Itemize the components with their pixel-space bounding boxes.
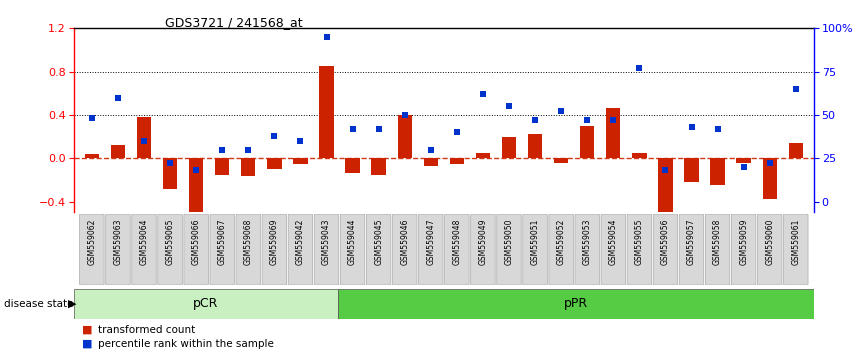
Bar (346, 158, 359, 173)
Bar (475, 153, 490, 158)
FancyBboxPatch shape (106, 214, 130, 285)
Text: GSM559063: GSM559063 (113, 218, 122, 265)
FancyBboxPatch shape (184, 214, 209, 285)
Bar (710, 158, 725, 185)
FancyBboxPatch shape (340, 214, 365, 285)
Bar (163, 158, 178, 189)
Text: GSM559067: GSM559067 (217, 218, 227, 265)
FancyBboxPatch shape (132, 214, 156, 285)
FancyBboxPatch shape (679, 214, 704, 285)
FancyBboxPatch shape (314, 214, 339, 285)
Bar (397, 115, 412, 158)
Bar (111, 145, 125, 158)
FancyBboxPatch shape (705, 214, 730, 285)
Text: GDS3721 / 241568_at: GDS3721 / 241568_at (165, 16, 302, 29)
Text: GSM559050: GSM559050 (505, 218, 514, 265)
Text: GSM559069: GSM559069 (270, 218, 279, 265)
Text: GSM559044: GSM559044 (348, 218, 357, 265)
Text: disease state: disease state (4, 299, 74, 309)
Bar (320, 66, 333, 158)
Bar (423, 158, 438, 166)
FancyBboxPatch shape (732, 214, 756, 285)
Text: ■: ■ (82, 325, 93, 335)
FancyBboxPatch shape (80, 214, 104, 285)
Text: percentile rank within the sample: percentile rank within the sample (98, 339, 274, 349)
Text: GSM559056: GSM559056 (661, 218, 670, 265)
Text: GSM559052: GSM559052 (557, 218, 565, 265)
FancyBboxPatch shape (262, 214, 287, 285)
Bar (736, 158, 751, 162)
Bar (606, 108, 620, 158)
Text: ▶: ▶ (68, 299, 76, 309)
FancyBboxPatch shape (523, 214, 547, 285)
FancyBboxPatch shape (210, 214, 235, 285)
Bar (189, 158, 204, 212)
Text: GSM559061: GSM559061 (792, 218, 800, 265)
Text: GSM559043: GSM559043 (322, 218, 331, 265)
Bar (554, 158, 568, 162)
FancyBboxPatch shape (549, 214, 573, 285)
FancyBboxPatch shape (627, 214, 651, 285)
Text: GSM559051: GSM559051 (531, 218, 540, 265)
Bar (372, 158, 386, 175)
Text: GSM559047: GSM559047 (426, 218, 436, 265)
Bar (501, 137, 516, 158)
FancyBboxPatch shape (74, 289, 338, 319)
FancyBboxPatch shape (444, 214, 469, 285)
Text: GSM559064: GSM559064 (139, 218, 148, 265)
Text: transformed count: transformed count (98, 325, 195, 335)
Bar (215, 158, 229, 175)
FancyBboxPatch shape (497, 214, 521, 285)
Text: GSM559054: GSM559054 (609, 218, 617, 265)
FancyBboxPatch shape (392, 214, 417, 285)
Text: GSM559068: GSM559068 (244, 218, 253, 265)
FancyBboxPatch shape (601, 214, 625, 285)
Bar (684, 158, 699, 182)
Text: pCR: pCR (193, 297, 218, 310)
Bar (85, 154, 99, 158)
Text: GSM559066: GSM559066 (191, 218, 201, 265)
Bar (137, 117, 152, 158)
Text: GSM559049: GSM559049 (478, 218, 488, 265)
FancyBboxPatch shape (158, 214, 183, 285)
Text: GSM559048: GSM559048 (452, 218, 462, 265)
Bar (789, 143, 803, 158)
FancyBboxPatch shape (288, 214, 313, 285)
FancyBboxPatch shape (418, 214, 443, 285)
Text: ■: ■ (82, 339, 93, 349)
Text: GSM559065: GSM559065 (165, 218, 175, 265)
Text: pPR: pPR (564, 297, 588, 310)
FancyBboxPatch shape (758, 214, 782, 285)
Text: GSM559042: GSM559042 (296, 218, 305, 265)
Text: GSM559060: GSM559060 (766, 218, 774, 265)
FancyBboxPatch shape (338, 289, 814, 319)
Text: GSM559053: GSM559053 (583, 218, 591, 265)
Bar (294, 158, 307, 164)
FancyBboxPatch shape (784, 214, 808, 285)
FancyBboxPatch shape (236, 214, 261, 285)
Bar (632, 153, 647, 158)
Bar (763, 158, 777, 199)
Bar (658, 158, 673, 212)
Text: GSM559045: GSM559045 (374, 218, 383, 265)
Text: GSM559062: GSM559062 (87, 218, 96, 265)
FancyBboxPatch shape (653, 214, 678, 285)
Bar (528, 135, 542, 158)
FancyBboxPatch shape (366, 214, 391, 285)
Bar (449, 158, 464, 164)
Text: GSM559057: GSM559057 (687, 218, 696, 265)
Text: GSM559055: GSM559055 (635, 218, 643, 265)
Bar (241, 158, 255, 176)
Bar (268, 158, 281, 169)
Text: GSM559058: GSM559058 (713, 218, 722, 265)
FancyBboxPatch shape (575, 214, 599, 285)
FancyBboxPatch shape (471, 214, 495, 285)
Text: GSM559046: GSM559046 (400, 218, 410, 265)
Bar (580, 126, 594, 158)
Text: GSM559059: GSM559059 (740, 218, 748, 265)
